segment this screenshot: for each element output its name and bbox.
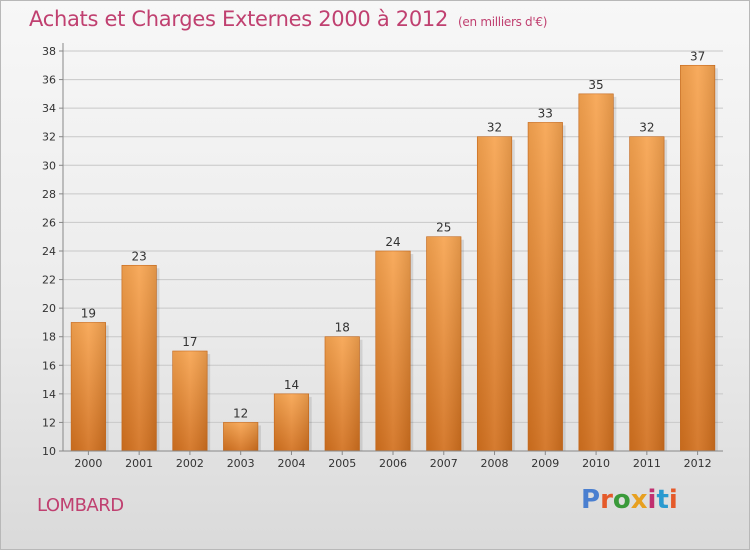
x-tick-label: 2011 bbox=[633, 457, 661, 470]
y-tick-label: 38 bbox=[42, 45, 56, 58]
y-tick-label: 10 bbox=[42, 445, 56, 458]
x-tick-label: 2009 bbox=[531, 457, 559, 470]
bar-value-label: 12 bbox=[233, 406, 248, 420]
bar-highlight bbox=[528, 122, 563, 451]
x-tick-label: 2000 bbox=[74, 457, 102, 470]
bar-highlight bbox=[680, 65, 715, 452]
bar-value-label: 23 bbox=[132, 249, 147, 263]
y-tick-label: 34 bbox=[42, 102, 56, 115]
y-tick-label: 18 bbox=[42, 331, 56, 344]
x-tick-label: 2008 bbox=[481, 457, 509, 470]
y-axis-ticks: 10 12 14 16 18 20 22 24 26 28 30 32 34 36 38 bbox=[42, 45, 63, 458]
bar-value-label: 25 bbox=[436, 221, 451, 235]
y-tick-label: 12 bbox=[42, 416, 56, 429]
y-tick-label: 32 bbox=[42, 131, 56, 144]
bar-highlight bbox=[274, 393, 309, 451]
x-tick-label: 2005 bbox=[328, 457, 356, 470]
y-tick-label: 14 bbox=[42, 388, 56, 401]
y-tick-label: 26 bbox=[42, 216, 56, 229]
x-tick-label: 2004 bbox=[277, 457, 305, 470]
y-tick-label: 36 bbox=[42, 74, 56, 87]
bar-highlight bbox=[324, 336, 360, 451]
bar-value-label: 35 bbox=[588, 78, 603, 92]
bar-value-label: 33 bbox=[538, 106, 553, 120]
y-tick-label: 16 bbox=[42, 359, 56, 372]
unit-label: (en milliers d'€) bbox=[458, 15, 548, 29]
bar-value-label: 19 bbox=[81, 306, 96, 320]
bar-value-label: 14 bbox=[284, 378, 299, 392]
x-tick-label: 2003 bbox=[227, 457, 255, 470]
title-text: Achats et Charges Externes 2000 à 2012 bbox=[29, 7, 449, 31]
x-tick-label: 2002 bbox=[176, 457, 204, 470]
bar-highlight bbox=[629, 136, 665, 451]
logo-letter: P bbox=[581, 485, 601, 515]
x-axis-ticks: 2000 2001 2002 2003 2004 2005 2006 2007 2008 2009… bbox=[74, 451, 712, 470]
x-tick-label: 2006 bbox=[379, 457, 407, 470]
logo-letter: t bbox=[656, 485, 669, 515]
bar-value-label: 32 bbox=[487, 121, 502, 135]
bars: 19 23 17 12 14 18 24 25 32 33 35 32 37 bbox=[70, 49, 718, 452]
y-tick-label: 24 bbox=[42, 245, 56, 258]
bar-highlight bbox=[375, 251, 411, 451]
bar-highlight bbox=[578, 93, 614, 451]
bar-value-label: 37 bbox=[690, 49, 705, 63]
bar-highlight bbox=[172, 351, 208, 451]
bar-highlight bbox=[426, 236, 462, 451]
x-tick-label: 2012 bbox=[684, 457, 712, 470]
x-tick-label: 2010 bbox=[582, 457, 610, 470]
y-tick-label: 28 bbox=[42, 188, 56, 201]
logo-letter: i bbox=[647, 485, 657, 515]
x-tick-label: 2001 bbox=[125, 457, 153, 470]
bar-highlight bbox=[223, 422, 258, 451]
bar-highlight bbox=[477, 136, 512, 451]
bar-value-label: 24 bbox=[385, 235, 400, 249]
chart-title: Achats et Charges Externes 2000 à 2012 (e… bbox=[29, 7, 547, 31]
town-name: LOMBARD bbox=[37, 495, 124, 516]
y-tick-label: 22 bbox=[42, 274, 56, 287]
logo-letter: x bbox=[630, 485, 648, 515]
logo-letter: r bbox=[600, 485, 613, 515]
bar-value-label: 32 bbox=[639, 121, 654, 135]
logo-letter: i bbox=[668, 485, 678, 515]
y-tick-label: 20 bbox=[42, 302, 56, 315]
y-tick-label: 30 bbox=[42, 159, 56, 172]
bar-value-label: 17 bbox=[182, 335, 197, 349]
bar-highlight bbox=[71, 322, 106, 451]
proxiti-logo: Proxiti bbox=[581, 485, 678, 515]
x-tick-label: 2007 bbox=[430, 457, 458, 470]
bar-value-label: 18 bbox=[335, 321, 350, 335]
logo-letter: o bbox=[612, 485, 631, 515]
bar-highlight bbox=[121, 265, 157, 451]
